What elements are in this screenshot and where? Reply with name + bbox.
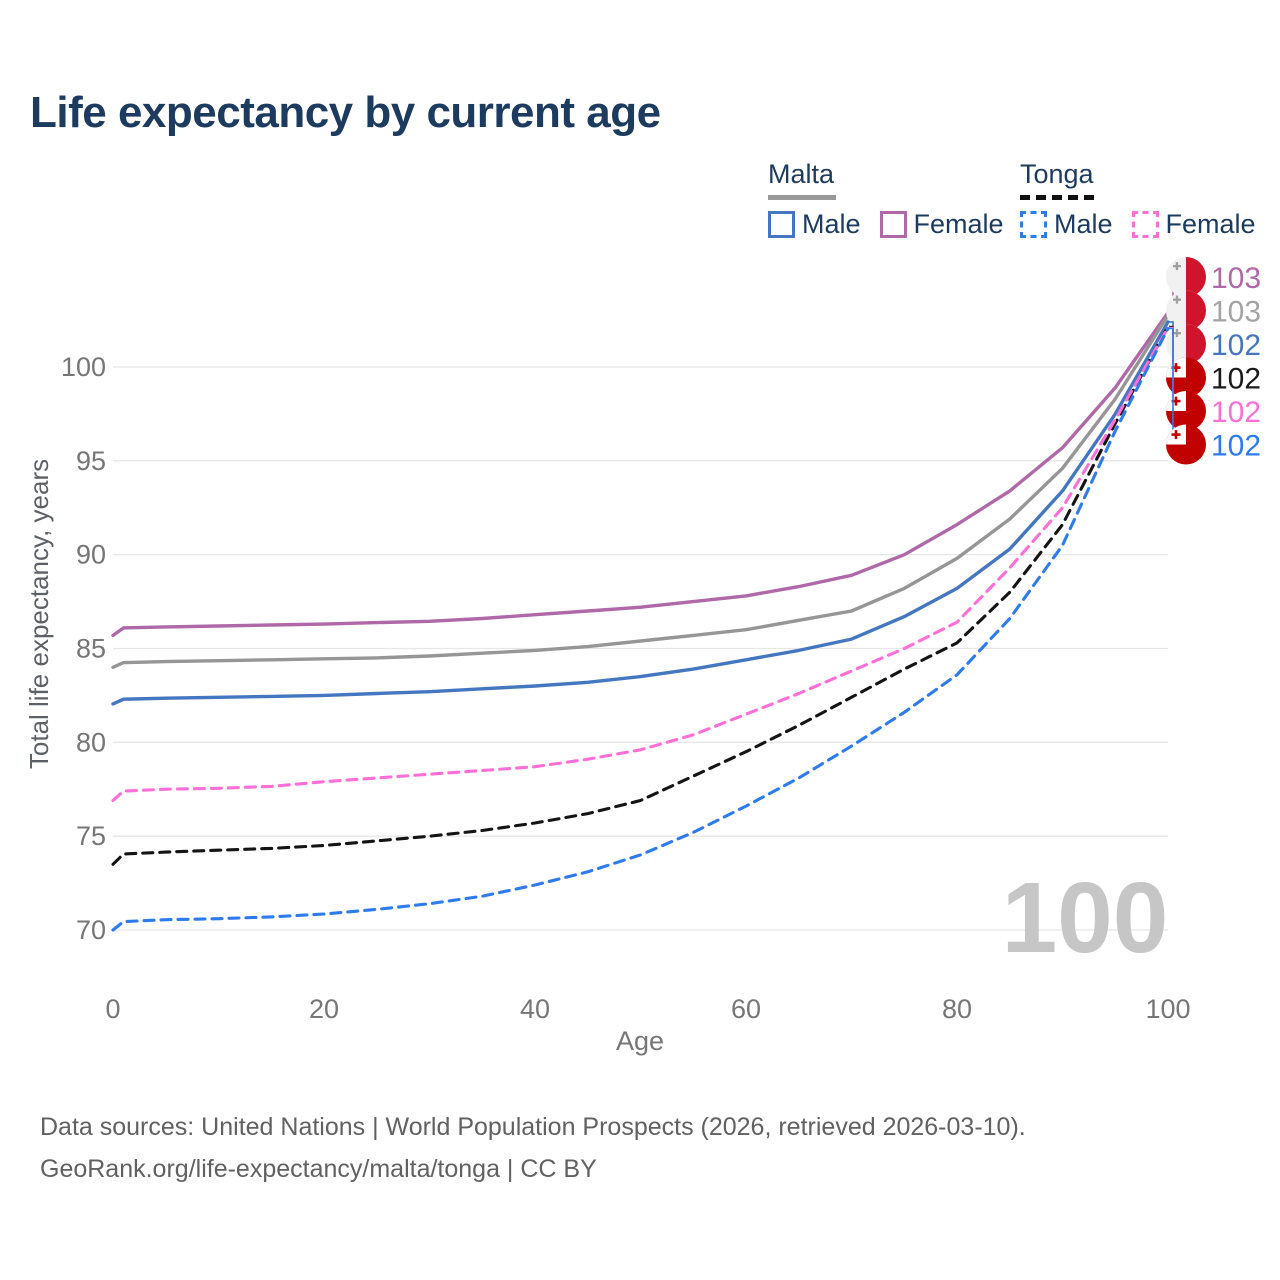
series-line-malta_all[interactable] — [111, 313, 1170, 669]
y-tick-label: 70 — [76, 915, 106, 945]
footer-link[interactable]: GeoRank.org/life-expectancy/malta/tonga … — [40, 1155, 597, 1183]
y-tick-label: 90 — [76, 540, 106, 570]
tonga-flag-icon — [1166, 391, 1206, 431]
y-tick-label: 100 — [61, 352, 106, 382]
end-value-label-malta_female: 103 — [1211, 262, 1261, 295]
tonga-flag-icon — [1166, 357, 1206, 398]
legend-group-malta: Malta Male Female — [768, 159, 1004, 240]
footer: Data sources: United Nations | World Pop… — [40, 1106, 1026, 1190]
series-line-tonga_all[interactable] — [111, 325, 1170, 866]
legend-label-tonga-female[interactable]: Female — [1165, 208, 1256, 239]
end-value-label-tonga_male: 102 — [1211, 429, 1261, 462]
age-watermark: 100 — [1002, 862, 1169, 974]
legend-label-tonga-male[interactable]: Male — [1054, 208, 1113, 239]
y-tick-label: 75 — [76, 821, 106, 851]
legend-underline-malta-solid-line — [768, 194, 836, 200]
series-line-malta_female[interactable] — [111, 310, 1170, 638]
y-tick-label: 95 — [76, 446, 106, 476]
footer-sources: Data sources: United Nations | World Pop… — [40, 1113, 1026, 1141]
page-title: Life expectancy by current age — [30, 88, 661, 137]
y-tick-label: 80 — [76, 727, 106, 757]
series-line-malta_male[interactable] — [111, 320, 1170, 706]
x-tick-label: 40 — [520, 994, 550, 1024]
x-tick-label: 80 — [942, 994, 972, 1024]
x-tick-label: 100 — [1145, 994, 1190, 1024]
legend-heading-tonga: Tonga — [1020, 159, 1094, 189]
legend-group-tonga: Tonga Male Female — [1020, 159, 1256, 240]
end-value-label-tonga_female: 102 — [1211, 396, 1261, 429]
x-tick-label: 20 — [309, 994, 339, 1024]
malta-flag-icon — [1166, 324, 1206, 364]
x-tick-label: 0 — [105, 994, 120, 1024]
malta-flag-icon — [1166, 257, 1206, 297]
end-value-label-malta_all: 103 — [1211, 295, 1261, 328]
x-axis-title: Age — [616, 1026, 664, 1056]
legend-swatch-malta-female[interactable] — [879, 210, 907, 238]
legend-underline-tonga-dashed-line — [1020, 194, 1094, 200]
series-line-tonga_male[interactable] — [111, 326, 1170, 932]
end-value-label-malta_male: 102 — [1211, 329, 1261, 362]
tonga-flag-icon — [1166, 424, 1206, 465]
y-axis-title: Total life expectancy, years — [24, 459, 54, 769]
legend-label-malta-male[interactable]: Male — [802, 208, 861, 239]
legend-heading-malta: Malta — [768, 159, 835, 189]
y-tick-label: 85 — [76, 633, 106, 663]
legend-swatch-tonga-female[interactable] — [1131, 210, 1159, 238]
legend-label-malta-female[interactable]: Female — [913, 208, 1004, 239]
x-tick-label: 60 — [731, 994, 761, 1024]
end-value-label-tonga_all: 102 — [1211, 362, 1261, 395]
legend-swatch-malta-male[interactable] — [768, 210, 795, 238]
series-line-tonga_female[interactable] — [111, 326, 1170, 803]
legend-swatch-tonga-male[interactable] — [1020, 210, 1047, 238]
malta-flag-icon — [1166, 290, 1206, 331]
